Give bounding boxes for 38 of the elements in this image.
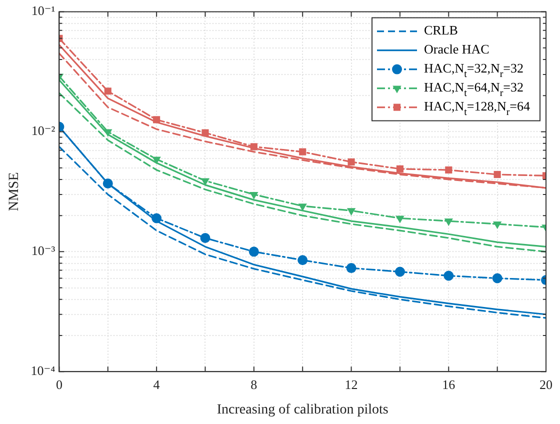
point bbox=[346, 208, 356, 216]
point bbox=[104, 129, 112, 137]
point bbox=[299, 148, 306, 156]
point bbox=[104, 88, 112, 95]
point bbox=[396, 216, 404, 224]
legend-label: Oracle HAC bbox=[424, 42, 490, 57]
x-tick-label: 16 bbox=[442, 376, 456, 392]
legend-label: CRLB bbox=[424, 22, 458, 38]
x-tick-label: 12 bbox=[344, 376, 358, 392]
point bbox=[250, 143, 258, 150]
point bbox=[348, 158, 355, 166]
point bbox=[200, 233, 210, 243]
y-axis-title: NMSE bbox=[7, 172, 22, 212]
x-axis-title: Increasing of calibration pilots bbox=[216, 402, 388, 418]
point bbox=[492, 273, 502, 284]
y-tick-label: 10⁻¹ bbox=[31, 3, 56, 18]
point bbox=[444, 270, 454, 281]
y-tick-label: 10⁻⁴ bbox=[30, 363, 56, 378]
point bbox=[346, 263, 356, 274]
point bbox=[492, 222, 502, 230]
point bbox=[250, 192, 258, 200]
x-tick-label: 0 bbox=[56, 376, 62, 392]
point bbox=[445, 166, 452, 174]
y-tick-label: 10⁻² bbox=[31, 123, 56, 138]
point bbox=[153, 116, 160, 124]
y-tick-label: 10⁻³ bbox=[31, 243, 56, 258]
point bbox=[396, 165, 404, 172]
point bbox=[444, 218, 453, 226]
point bbox=[494, 170, 501, 178]
point bbox=[152, 156, 161, 164]
point bbox=[202, 129, 209, 136]
x-tick-label: 8 bbox=[250, 376, 258, 392]
x-tick-label: 20 bbox=[540, 376, 552, 392]
point bbox=[248, 246, 259, 257]
point bbox=[200, 178, 210, 186]
x-tick-label: 4 bbox=[153, 376, 160, 392]
point bbox=[298, 255, 308, 266]
point bbox=[394, 266, 405, 277]
